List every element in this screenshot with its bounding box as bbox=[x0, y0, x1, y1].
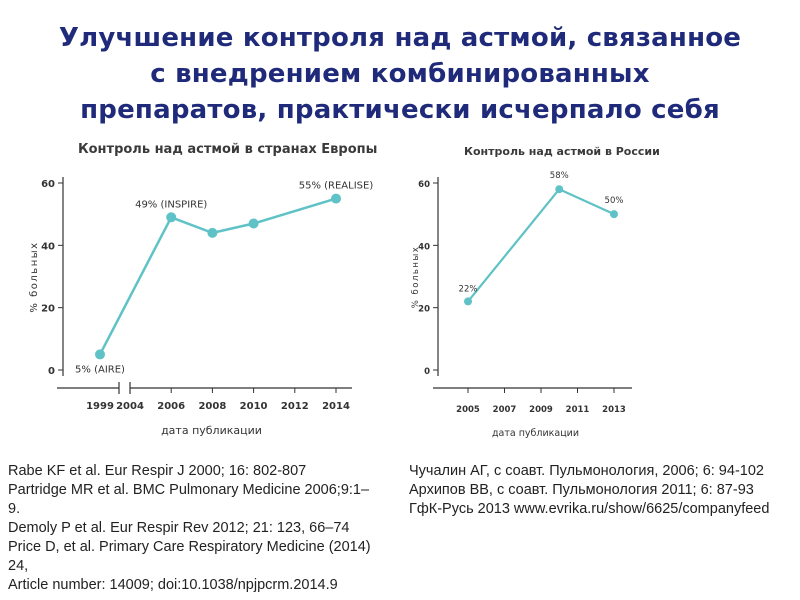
europe-series-line bbox=[98, 197, 337, 355]
europe-x-tick-label: 1999 bbox=[86, 401, 114, 412]
russia-data-label: 58% bbox=[550, 171, 569, 181]
russia-data-point bbox=[555, 185, 564, 194]
russia-y-tick-label: 60 bbox=[418, 180, 430, 190]
references-left: Rabe KF et al. Eur Respir J 2000; 16: 80… bbox=[8, 462, 403, 595]
europe-data-label: 55% (REALISE) bbox=[299, 181, 374, 192]
russia-y-axis-label: % больных bbox=[411, 246, 421, 308]
europe-x-axis-label: дата публикации bbox=[161, 424, 262, 437]
russia-x-tick-label: 2013 bbox=[602, 405, 626, 415]
russia-data-label: 50% bbox=[605, 196, 624, 206]
reference-item: Partridge MR et al. BMC Pulmonary Medici… bbox=[8, 482, 370, 517]
europe-data-point bbox=[331, 193, 341, 204]
europe-x-tick-label: 2006 bbox=[157, 401, 185, 412]
russia-y-tick-label: 20 bbox=[418, 305, 430, 315]
russia-data-point bbox=[610, 210, 618, 219]
europe-data-point bbox=[207, 227, 218, 238]
europe-data-point bbox=[248, 218, 259, 229]
europe-chart-title: Контроль над астмой в странах Европы bbox=[78, 142, 378, 157]
europe-y-tick-label: 0 bbox=[48, 366, 55, 377]
europe-x-tick-label: 2014 bbox=[322, 401, 350, 412]
reference-item: Чучалин АГ, с соавт. Пульмонология, 2006… bbox=[409, 463, 764, 479]
europe-data-point bbox=[95, 349, 105, 360]
reference-item: Price D, et al. Primary Care Respiratory… bbox=[8, 539, 371, 574]
russia-data-label: 22% bbox=[459, 284, 478, 294]
russia-x-tick-label: 2007 bbox=[493, 405, 517, 415]
reference-item: ГфК-Русь 2013 www.evrika.ru/show/6625/co… bbox=[409, 501, 770, 517]
reference-item: Rabe KF et al. Eur Respir J 2000; 16: 80… bbox=[8, 463, 307, 479]
europe-y-tick-label: 60 bbox=[41, 179, 55, 190]
europe-data-point bbox=[166, 212, 177, 223]
russia-x-tick-label: 2009 bbox=[529, 405, 553, 415]
slide-title: Улучшение контроля над астмой, связанное… bbox=[58, 23, 742, 125]
russia-x-axis-label: дата публикации bbox=[492, 428, 579, 439]
europe-x-tick-label: 2010 bbox=[240, 401, 268, 412]
reference-item: Demoly P et al. Eur Respir Rev 2012; 21:… bbox=[8, 520, 350, 536]
russia-y-tick-label: 0 bbox=[424, 367, 430, 377]
europe-x-tick-label: 2004 bbox=[116, 401, 144, 412]
europe-y-tick-label: 40 bbox=[41, 241, 55, 252]
europe-y-axis-label: % больных bbox=[29, 241, 40, 312]
europe-x-tick-label: 2008 bbox=[198, 401, 226, 412]
russia-x-tick-label: 2011 bbox=[566, 405, 590, 415]
russia-x-tick-label: 2005 bbox=[456, 405, 480, 415]
russia-data-point bbox=[464, 297, 472, 306]
europe-data-label: 5% (AIRE) bbox=[75, 364, 125, 375]
russia-y-tick-label: 40 bbox=[418, 242, 430, 252]
europe-data-label: 49% (INSPIRE) bbox=[135, 199, 207, 210]
references-right: Чучалин АГ, с соавт. Пульмонология, 2006… bbox=[409, 462, 799, 519]
russia-chart-title: Контроль над астмой в России bbox=[464, 145, 660, 158]
europe-x-tick-label: 2012 bbox=[281, 401, 309, 412]
europe-y-tick-label: 20 bbox=[41, 304, 55, 315]
reference-item: Архипов ВВ, с соавт. Пульмонология 2011;… bbox=[409, 482, 754, 498]
reference-item: Article number: 14009; doi:10.1038/npjpc… bbox=[8, 577, 338, 593]
russia-series-line bbox=[467, 188, 615, 303]
